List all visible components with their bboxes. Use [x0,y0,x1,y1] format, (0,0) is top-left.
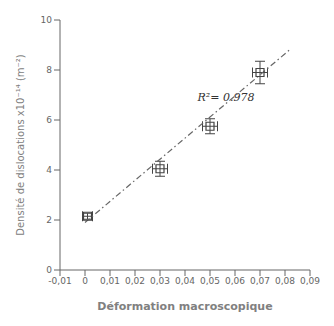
svg-text:6: 6 [46,115,52,125]
svg-text:R²= 0.978: R²= 0.978 [197,91,255,104]
svg-text:0,08: 0,08 [275,276,295,286]
svg-text:0,05: 0,05 [200,276,220,286]
svg-text:2: 2 [46,215,52,225]
svg-text:-0,01: -0,01 [48,276,71,286]
svg-text:0,09: 0,09 [300,276,320,286]
svg-text:0,04: 0,04 [175,276,195,286]
svg-text:0: 0 [46,265,52,275]
svg-text:10: 10 [41,15,53,25]
svg-text:Déformation macroscopique: Déformation macroscopique [97,300,272,313]
svg-text:0,01: 0,01 [100,276,120,286]
svg-text:Densité de dislocations x10⁻¹⁴: Densité de dislocations x10⁻¹⁴ (m⁻²) [15,54,26,236]
svg-text:0,06: 0,06 [225,276,245,286]
svg-text:4: 4 [46,165,52,175]
svg-text:0,02: 0,02 [125,276,145,286]
svg-text:8: 8 [46,65,52,75]
svg-text:0,03: 0,03 [150,276,170,286]
svg-text:0,07: 0,07 [250,276,270,286]
svg-text:0: 0 [82,276,88,286]
